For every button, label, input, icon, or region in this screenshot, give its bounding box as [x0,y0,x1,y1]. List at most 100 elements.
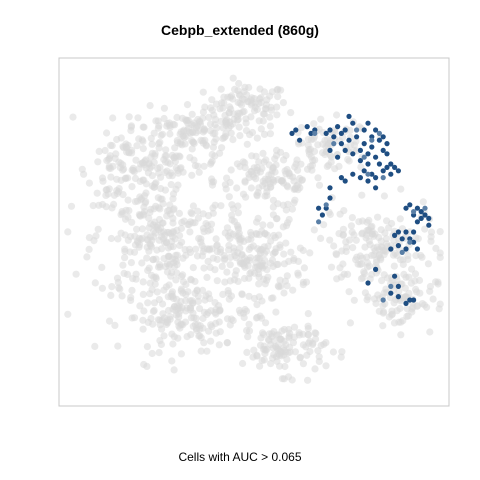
background-cell-point [177,287,185,295]
background-cell-point [326,151,334,159]
background-cell-point [353,253,361,261]
background-cell-point [164,158,172,167]
background-cell-point [429,295,437,303]
high-auc-cell-point [395,294,401,300]
background-cell-point [304,376,312,384]
background-cell-point [311,365,319,373]
mid-auc-cell-point [380,175,386,181]
background-cell-point [268,256,277,264]
background-cell-point [265,336,273,344]
high-auc-cell-point [323,130,329,136]
background-cell-point [260,243,268,251]
high-auc-cell-point [388,161,394,167]
background-cell-point [161,186,169,194]
mid-auc-cell-point [316,219,322,225]
high-auc-cell-point [388,246,394,252]
mid-auc-cell-point [376,130,382,136]
background-cell-point [131,174,140,183]
high-auc-cell-point [365,120,371,126]
background-cell-point [178,238,186,246]
background-cell-point [124,141,132,149]
background-cell-point [203,273,211,281]
background-cell-point [305,150,313,158]
background-cell-point [221,229,229,237]
background-cell-point [386,294,394,302]
background-cell-point [209,143,217,151]
background-cell-point [158,195,166,203]
background-cell-point [160,286,168,294]
background-cell-point [133,142,141,150]
high-auc-cell-point [411,297,417,303]
background-cell-point [401,284,409,292]
background-cell-point [261,256,269,264]
background-cell-point [78,165,86,173]
high-auc-cell-point [354,134,360,140]
background-cell-point [239,158,247,166]
background-cell-point [136,302,144,310]
background-cell-point [239,190,248,198]
background-cell-point [152,273,160,281]
background-cell-point [350,231,358,239]
background-cell-point [311,329,319,337]
chart-title: Cebpb_extended (860g) [161,22,319,38]
background-cell-point [182,307,190,315]
background-cell-point [67,202,76,210]
background-cell-point [412,285,420,293]
background-cell-point [304,310,312,318]
background-cell-point [259,149,267,157]
background-cell-point [194,214,202,222]
background-cell-point [166,313,174,321]
background-cell-point [140,176,148,184]
background-cell-point [393,251,401,259]
high-auc-cell-point [327,185,333,191]
background-cell-point [194,297,202,305]
background-cell-point [321,150,329,159]
background-cell-point [247,184,255,192]
background-cell-point [202,220,210,228]
high-auc-cell-point [422,212,428,218]
background-cell-point [315,181,324,189]
background-cell-point [83,253,91,261]
background-cell-point [212,100,220,108]
background-cell-point [371,230,379,238]
background-cell-point [126,233,135,241]
background-cell-point [283,272,291,280]
background-cell-point [120,269,128,277]
mid-auc-cell-point [411,209,417,215]
background-cell-point [199,88,207,96]
background-cell-point [426,328,434,336]
background-cell-point [239,359,247,368]
background-cell-point [270,351,278,359]
background-cell-point [206,120,215,128]
background-cell-point [263,266,271,274]
background-cell-point [258,227,266,235]
background-cell-point [420,301,428,309]
background-cell-point [304,322,312,330]
high-auc-cell-point [411,239,417,245]
background-cell-point [246,131,254,139]
background-cell-point [296,244,304,252]
background-cell-point [189,202,197,210]
background-cell-point [255,184,263,192]
background-cell-point [273,215,281,223]
high-auc-cell-point [418,215,424,221]
background-cell-point [404,255,412,264]
background-cell-point [276,362,284,370]
background-cell-point [172,276,180,284]
background-cell-point [206,295,214,303]
background-cell-point [72,270,80,278]
background-cell-point [170,366,178,374]
background-cell-point [196,305,204,313]
background-cell-point [225,193,233,201]
background-cell-point [144,299,152,307]
background-cell-point [299,281,307,289]
background-cell-point [236,244,244,252]
background-cell-point [117,229,125,237]
background-cell-point [125,149,133,157]
highlighted-cells-layer [289,113,432,306]
background-cell-point [105,317,114,325]
high-auc-cell-point [384,164,390,170]
background-cell-point [157,340,165,349]
background-cell-point [315,357,323,365]
background-cell-point [146,102,154,110]
